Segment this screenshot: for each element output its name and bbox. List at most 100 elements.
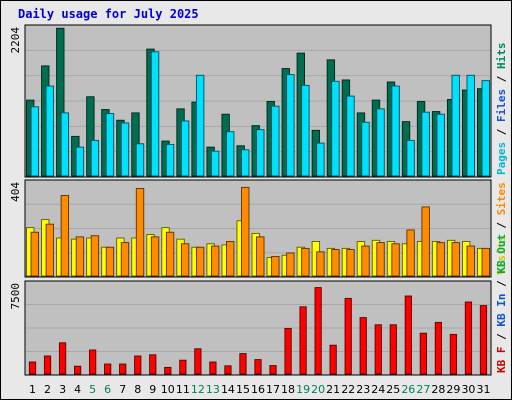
legend-part: Files (495, 89, 508, 122)
bar-files-day-23 (361, 121, 370, 177)
bar-kb-f-day-12 (194, 348, 202, 375)
x-tick-label: 12 (191, 383, 205, 396)
bar-files-day-4 (75, 146, 85, 177)
bar-kb-f-day-13 (209, 361, 217, 375)
bar-sites-day-29 (451, 242, 460, 277)
bar-kb-f-day-5 (89, 349, 97, 375)
bar-kb-f-day-25 (389, 324, 397, 375)
y-max-label: 404 (9, 182, 22, 202)
x-tick-label: 21 (326, 383, 340, 396)
bar-files-day-20 (316, 142, 325, 177)
bar-kb-f-day-31 (479, 305, 488, 375)
bar-files-day-26 (406, 139, 415, 177)
bar-files-day-12 (195, 74, 205, 177)
y-max-label: 2204 (9, 27, 22, 54)
x-tick-label: 14 (221, 383, 235, 396)
bar-sites-day-21 (331, 249, 340, 277)
x-tick-label: 26 (401, 383, 415, 396)
bar-kb-f-day-26 (404, 295, 412, 375)
bar-sites-day-31 (481, 247, 490, 277)
bar-kb-f-day-29 (449, 333, 458, 375)
bar-kb-f-day-28 (434, 321, 442, 375)
x-tick-label: 10 (161, 383, 175, 396)
bar-files-day-13 (211, 150, 220, 177)
bar-sites-day-7 (120, 242, 130, 277)
bar-sites-day-10 (165, 231, 175, 277)
x-tick-label: 4 (74, 383, 81, 396)
bar-sites-day-4 (75, 236, 85, 277)
chart-title: Daily usage for July 2025 (18, 7, 199, 21)
bar-files-day-31 (481, 80, 490, 177)
bar-hits-day-3 (56, 27, 65, 177)
x-tick-label: 2 (44, 383, 51, 396)
bar-kb-f-day-10 (164, 366, 172, 375)
x-tick-label: 22 (341, 383, 355, 396)
x-tick-label: 6 (104, 383, 111, 396)
legend-part: / (495, 69, 508, 89)
bar-sites-day-12 (195, 246, 205, 277)
bar-kb-f-day-27 (419, 332, 427, 375)
legend-part: KB Out (495, 234, 508, 274)
x-tick-label: 1 (29, 383, 36, 396)
x-tick-label: 17 (266, 383, 280, 396)
bar-kb-f-day-20 (314, 287, 322, 375)
bar-kb-f-day-2 (43, 355, 52, 375)
bar-files-day-16 (256, 129, 265, 177)
x-tick-label: 9 (149, 383, 156, 396)
legend-part: / (495, 327, 508, 347)
bar-files-day-29 (451, 74, 460, 177)
bar-sites-day-26 (406, 229, 415, 277)
bar-kb-f-day-16 (254, 359, 262, 375)
x-tick-label: 20 (311, 383, 325, 396)
bar-sites-day-23 (361, 245, 370, 277)
bar-sites-day-20 (316, 251, 325, 277)
legend-part: Sites (495, 182, 508, 215)
bar-sites-day-24 (376, 242, 385, 277)
bar-sites-day-13 (211, 245, 220, 277)
bar-files-day-11 (180, 120, 190, 177)
bar-files-day-1 (30, 106, 39, 177)
bar-sites-day-16 (256, 236, 265, 277)
x-tick-label: 25 (386, 383, 400, 396)
bar-sites-day-27 (421, 206, 430, 277)
bar-sites-day-18 (286, 252, 295, 277)
bar-sites-day-3 (60, 194, 70, 277)
bar-kb-f-day-4 (74, 365, 82, 375)
bar-files-day-19 (301, 84, 310, 177)
legend-part: / (495, 274, 508, 294)
legend-part: / (495, 215, 508, 235)
legend-part: Hits (495, 43, 508, 70)
bar-kb-f-day-3 (58, 342, 67, 375)
bar-hits-day-5 (86, 96, 95, 177)
x-tick-label: 18 (281, 383, 295, 396)
bar-kb-f-day-30 (464, 301, 473, 375)
x-tick-label: 13 (206, 383, 220, 396)
legend-label: Pages / Files / Hits (495, 43, 508, 176)
x-tick-label: 16 (251, 383, 265, 396)
legend-part: / (495, 122, 508, 142)
bar-files-day-21 (331, 80, 340, 177)
bar-kb-f-day-18 (284, 327, 292, 375)
x-tick-label: 29 (446, 383, 460, 396)
bar-sites-day-17 (271, 255, 280, 277)
bar-files-day-8 (135, 143, 145, 177)
bar-kb-f-day-17 (269, 365, 277, 375)
bar-files-day-9 (150, 51, 160, 177)
bar-files-day-15 (241, 149, 250, 177)
x-tick-label: 5 (89, 383, 96, 396)
bar-kb-f-day-11 (179, 359, 187, 375)
x-tick-label: 7 (119, 383, 126, 396)
bar-sites-day-11 (180, 243, 190, 277)
bar-files-day-30 (466, 74, 475, 177)
bar-sites-day-30 (466, 245, 475, 277)
bar-sites-day-19 (301, 247, 310, 277)
y-max-label: 7500 (9, 283, 22, 310)
legend-label: Visits / Sites (495, 182, 508, 275)
bar-kb-f-day-14 (224, 365, 232, 375)
bar-kb-f-day-24 (374, 324, 382, 375)
bar-files-day-24 (376, 108, 385, 177)
bar-kb-f-day-8 (134, 355, 142, 375)
bar-files-day-2 (45, 85, 55, 177)
bar-files-day-10 (165, 143, 175, 177)
